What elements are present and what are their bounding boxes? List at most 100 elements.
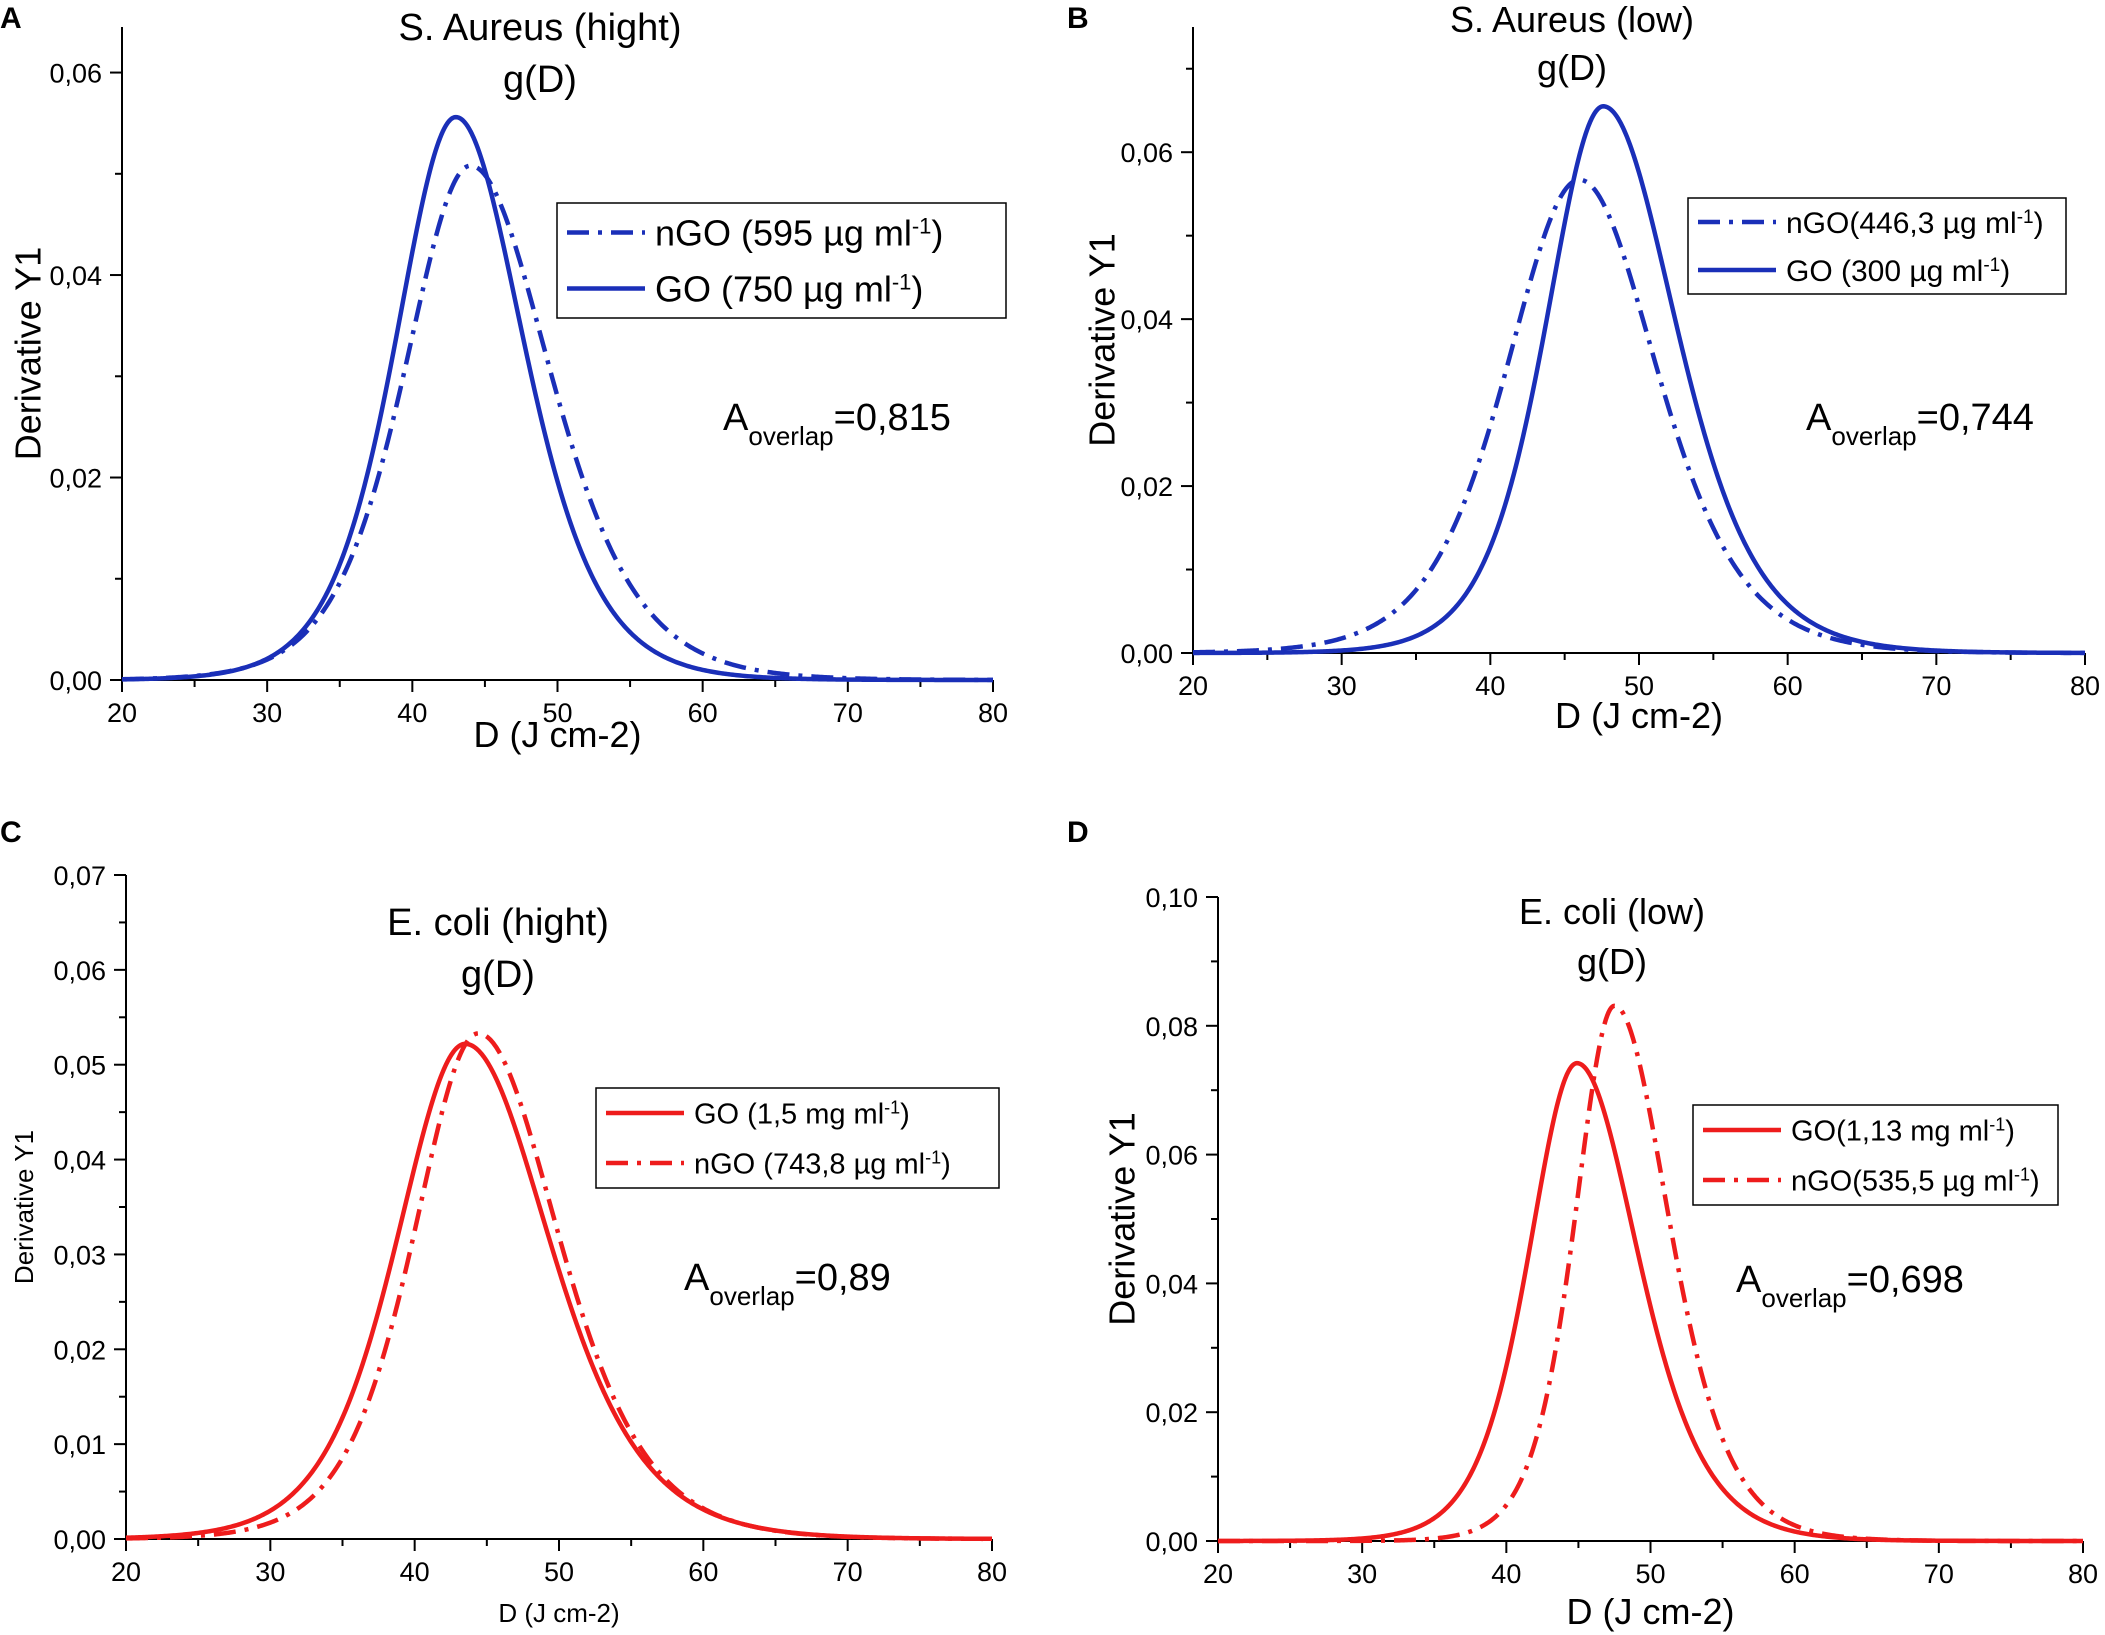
y-tick-label: 0,03 — [53, 1240, 106, 1270]
overlap-value: =0,698 — [1847, 1259, 1964, 1301]
y-tick-label: 0,04 — [1120, 305, 1173, 335]
y-tick-label: 0,06 — [1145, 1141, 1198, 1171]
x-tick-label: 20 — [1203, 1559, 1233, 1589]
chart-subtitle: g(D) — [1577, 941, 1647, 982]
legend-label: GO(1,13 mg ml-1) — [1791, 1114, 2015, 1147]
overlap-value: =0,89 — [795, 1257, 891, 1299]
y-tick-label: 0,05 — [53, 1051, 106, 1081]
x-axis-label: D (J cm-2) — [474, 714, 642, 755]
x-axis-label: D (J cm-2) — [1555, 695, 1723, 736]
series-line-go — [121, 114, 994, 683]
legend-text-tail: ) — [2005, 1115, 2015, 1147]
overlap-value: =0,815 — [834, 397, 951, 439]
legend-superscript: -1 — [925, 1147, 941, 1167]
legend-superscript: -1 — [892, 269, 912, 294]
y-tick-label: 0,04 — [53, 1146, 106, 1176]
legend-text-tail: ) — [911, 268, 923, 309]
panel-c: C 20 30 40 50 60 70 80 0,00 0,01 0,02 0,03 0,04 0,05 0… — [0, 816, 1007, 1628]
legend-text-tail: ) — [941, 1148, 951, 1180]
legend-box — [1692, 1104, 2059, 1206]
legend-superscript: -1 — [2014, 1164, 2030, 1184]
x-tick-label: 50 — [544, 1557, 574, 1587]
legend-superscript: -1 — [2017, 206, 2034, 227]
y-axis-label: Derivative Y1 — [9, 1130, 39, 1284]
x-axis-label: D (J cm-2) — [498, 1598, 619, 1628]
legend-superscript: -1 — [1983, 254, 2000, 275]
legend-label: nGO(446,3 µg ml-1) — [1786, 206, 2044, 240]
x-tick-label: 60 — [688, 698, 718, 728]
legend-box — [556, 202, 1007, 319]
series-line-go — [1192, 104, 2086, 656]
x-tick-label: 40 — [1491, 1559, 1521, 1589]
x-tick-label: 20 — [111, 1557, 141, 1587]
chart-subtitle: g(D) — [1537, 47, 1607, 88]
x-tick-label: 20 — [1178, 671, 1208, 701]
y-axis-label: Derivative Y1 — [1082, 233, 1123, 446]
series-line-go — [1217, 1060, 2084, 1544]
x-tick-label: 50 — [542, 698, 572, 728]
legend-text: nGO (595 µg ml — [655, 212, 912, 253]
legend-text-tail: ) — [2034, 207, 2044, 240]
legend-label: GO (300 µg ml-1) — [1786, 254, 2010, 288]
x-tick-label: 20 — [107, 698, 137, 728]
legend-text: nGO (743,8 µg ml — [694, 1148, 925, 1180]
overlap-annotation: Aoverlap=0,744 — [1806, 397, 2034, 451]
legend-label: nGO(535,5 µg ml-1) — [1791, 1164, 2040, 1197]
x-tick-label: 80 — [978, 698, 1008, 728]
y-tick-label: 0,06 — [1120, 138, 1173, 168]
legend-text: nGO(446,3 µg ml — [1786, 207, 2017, 240]
y-axis-label: Derivative Y1 — [8, 247, 49, 460]
overlap-annotation: Aoverlap=0,698 — [1736, 1259, 1964, 1313]
panel-label: D — [1067, 816, 1089, 849]
y-tick-label: 0,01 — [53, 1430, 106, 1460]
overlap-value: =0,744 — [1917, 397, 2034, 439]
x-tick-label: 40 — [400, 1557, 430, 1587]
x-tick-label: 30 — [252, 698, 282, 728]
x-tick-label: 70 — [833, 1557, 863, 1587]
x-tick-label: 30 — [1347, 1559, 1377, 1589]
x-tick-label: 80 — [2070, 671, 2100, 701]
legend-label: nGO (743,8 µg ml-1) — [694, 1147, 951, 1180]
y-tick-label: 0,00 — [1145, 1527, 1198, 1557]
legend-text-tail: ) — [2000, 255, 2010, 288]
y-tick-label: 0,06 — [53, 956, 106, 986]
x-tick-label: 30 — [1327, 671, 1357, 701]
overlap-annotation: Aoverlap=0,815 — [723, 397, 951, 451]
y-tick-label: 0,07 — [53, 861, 106, 891]
panel-label: C — [0, 816, 22, 849]
y-tick-label: 0,10 — [1145, 883, 1198, 913]
overlap-subscript: overlap — [748, 421, 833, 451]
panel-a: A 20 30 40 50 60 70 80 0,00 0,02 0,04 0,06 D (J cm-2… — [0, 2, 1008, 755]
legend-text: GO (750 µg ml — [655, 268, 892, 309]
y-tick-label: 0,04 — [49, 261, 102, 291]
x-tick-label: 70 — [1921, 671, 1951, 701]
legend-text-tail: ) — [900, 1098, 910, 1130]
overlap-subscript: overlap — [1831, 421, 1916, 451]
y-axis-label: Derivative Y1 — [1102, 1112, 1143, 1325]
overlap-subscript: overlap — [1761, 1283, 1846, 1313]
x-axis-label: D (J cm-2) — [1567, 1591, 1735, 1632]
y-tick-label: 0,06 — [49, 59, 102, 89]
y-tick-label: 0,00 — [49, 666, 102, 696]
x-tick-label: 50 — [1635, 1559, 1665, 1589]
x-tick-label: 50 — [1624, 671, 1654, 701]
legend: GO (1,5 mg ml-1)nGO (743,8 µg ml-1) — [595, 1087, 1000, 1189]
x-tick-label: 60 — [688, 1557, 718, 1587]
legend-superscript: -1 — [884, 1097, 900, 1117]
legend-text: nGO(535,5 µg ml — [1791, 1165, 2014, 1197]
legend-superscript: -1 — [912, 213, 932, 238]
x-tick-label: 40 — [397, 698, 427, 728]
chart-title: E. coli (hight) — [387, 902, 609, 944]
panel-d: D 20 30 40 50 60 70 80 0,00 0,02 0,04 0,06 0,08 0,10 D… — [1067, 816, 2098, 1632]
overlap-symbol: A — [723, 397, 749, 439]
y-tick-label: 0,02 — [49, 464, 102, 494]
chart-title: E. coli (low) — [1519, 891, 1705, 932]
panel-b: B 20 30 40 50 60 70 80 0,00 0,02 0,04 0,06 D (J cm-2… — [1067, 0, 2100, 736]
overlap-symbol: A — [1806, 397, 1832, 439]
legend-text: GO (300 µg ml — [1786, 255, 1983, 288]
legend: nGO (595 µg ml-1)GO (750 µg ml-1) — [556, 202, 1007, 319]
legend-label: GO (1,5 mg ml-1) — [694, 1097, 910, 1130]
overlap-subscript: overlap — [709, 1281, 794, 1311]
x-tick-label: 80 — [2068, 1559, 2098, 1589]
